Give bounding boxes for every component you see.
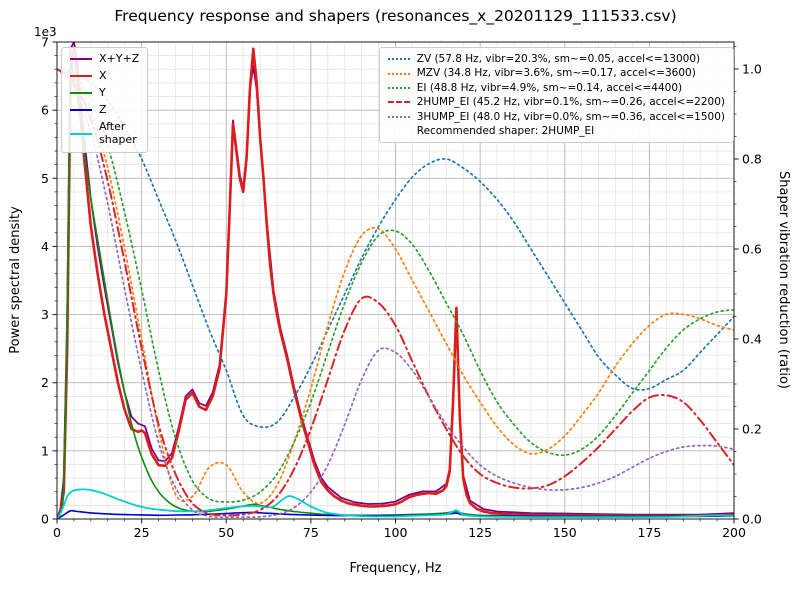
x-tick-label: 0 (53, 525, 61, 540)
x-tick-label: 75 (303, 525, 319, 540)
legend-entry-x-line-sample (70, 75, 92, 78)
series-3HUMP_EI (57, 68, 734, 519)
y-left-tick-label: 2 (41, 375, 49, 390)
legend-entry-2HUMP_EI: 2HUMP_EI (45.2 Hz, vibr=0.1%, sm~=0.26, … (387, 96, 725, 109)
legend-entry-x-label: X (99, 68, 107, 82)
y-right-tick-label: 0.0 (742, 512, 762, 527)
y-right-tick-label: 0.2 (742, 422, 762, 437)
y-left-tick-label: 0 (41, 512, 49, 527)
y-left-tick-label: 5 (41, 171, 49, 186)
y-axis-multiplier: 1e3 (34, 25, 57, 39)
legend-entry-EI-line-sample (387, 86, 410, 89)
legend-entry-after_shaper-label: After shaper (99, 119, 137, 146)
y-axis-label-left: Power spectral density (8, 206, 23, 354)
legend-entry-MZV: MZV (34.8 Hz, vibr=3.6%, sm~=0.17, accel… (387, 67, 725, 80)
x-tick-label: 25 (134, 525, 150, 540)
legend-entry-3HUMP_EI: 3HUMP_EI (48.0 Hz, vibr=0.0%, sm~=0.36, … (387, 110, 725, 123)
x-tick-label: 150 (553, 525, 577, 540)
legend-entry-EI: EI (48.8 Hz, vibr=4.9%, sm~=0.14, accel<… (387, 81, 725, 94)
series-MZV (57, 68, 734, 505)
legend-entry-y-line-sample (70, 92, 92, 95)
legend-entry-ZV-label: ZV (57.8 Hz, vibr=20.3%, sm~=0.05, accel… (416, 53, 701, 65)
y-right-tick-label: 0.6 (742, 242, 762, 257)
legend-entry-MZV-line-sample (387, 72, 410, 75)
legend-entry-2HUMP_EI-line-sample (387, 101, 410, 104)
legend-entry-sum-line-sample (70, 58, 92, 61)
legend-entry-y: Y (70, 85, 139, 100)
y-left-tick-label: 6 (41, 103, 49, 118)
x-tick-label: 200 (722, 525, 746, 540)
y-left-tick-label: 7 (41, 35, 49, 50)
legend-entry-ZV: ZV (57.8 Hz, vibr=20.3%, sm~=0.05, accel… (387, 53, 725, 65)
x-tick-label: 100 (384, 525, 408, 540)
y-right-tick-label: 0.4 (742, 332, 762, 347)
series-2HUMP_EI (57, 68, 734, 517)
legend-entry-y-label: Y (99, 85, 106, 99)
series-x (57, 47, 734, 519)
legend-entry-z: Z (70, 102, 139, 117)
series-EI (57, 68, 734, 503)
legend-entry-z-line-sample (70, 109, 92, 112)
series-ZV (57, 68, 734, 429)
x-tick-label: 50 (218, 525, 234, 540)
legend-entry-ZV-line-sample (387, 58, 410, 61)
y-right-tick-label: 1.0 (742, 62, 762, 77)
x-tick-label: 175 (637, 525, 661, 540)
x-tick-label: 125 (468, 525, 492, 540)
chart-title: Frequency response and shapers (resonanc… (114, 7, 677, 25)
y-axis-label-right: Shaper vibration reduction (ratio) (776, 171, 791, 389)
legend-entry-sum-label: X+Y+Z (99, 52, 140, 65)
legend-entry-recommended-shaper: Recommended shaper: 2HUMP_EI (388, 125, 725, 137)
series-after_shaper (57, 488, 734, 519)
legend-shapers: ZV (57.8 Hz, vibr=20.3%, sm~=0.05, accel… (378, 47, 734, 144)
y-left-tick-label: 3 (41, 307, 49, 322)
legend-entry-3HUMP_EI-line-sample (387, 115, 410, 118)
y-right-tick-label: 0.8 (742, 152, 762, 167)
legend-entry-after_shaper-line-sample (70, 132, 92, 135)
legend-entry-MZV-label: MZV (34.8 Hz, vibr=3.6%, sm~=0.17, accel… (416, 67, 696, 80)
legend-entry-EI-label: EI (48.8 Hz, vibr=4.9%, sm~=0.14, accel<… (416, 81, 683, 94)
y-left-tick-label: 1 (41, 443, 49, 458)
legend-entry-sum: X+Y+Z (70, 52, 140, 66)
y-left-tick-label: 4 (41, 239, 49, 254)
legend-measurements: X+Y+Z X Y Z After shaper (61, 47, 149, 153)
legend-entry-z-label: Z (99, 102, 107, 116)
x-axis-label: Frequency, Hz (349, 561, 442, 576)
legend-entry-2HUMP_EI-label: 2HUMP_EI (45.2 Hz, vibr=0.1%, sm~=0.26, … (416, 96, 725, 109)
legend-entry-recommended-shaper-label: Recommended shaper: 2HUMP_EI (416, 124, 595, 137)
legend-entry-x: X (70, 68, 139, 83)
legend-entry-after_shaper: After shaper (70, 119, 139, 147)
legend-entry-3HUMP_EI-label: 3HUMP_EI (48.0 Hz, vibr=0.0%, sm~=0.36, … (416, 110, 725, 123)
